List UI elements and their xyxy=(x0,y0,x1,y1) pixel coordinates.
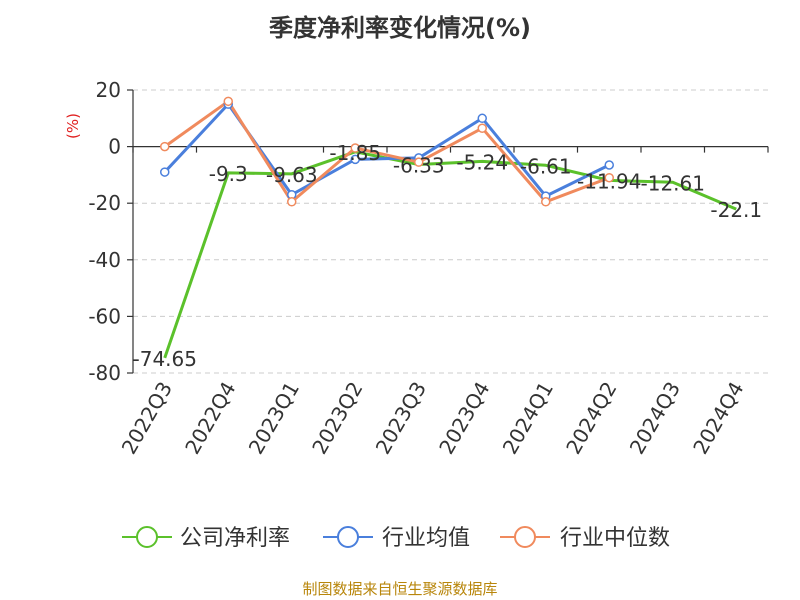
y-tick-label: 20 xyxy=(96,78,121,102)
data-point xyxy=(350,154,360,165)
data-point xyxy=(414,157,424,167)
data-label: -74.65 xyxy=(133,347,197,371)
series-line xyxy=(163,99,610,204)
data-point xyxy=(541,197,551,207)
x-tick-label: 2024Q1 xyxy=(498,378,558,459)
legend-label: 行业中位数 xyxy=(560,526,670,551)
data-point xyxy=(604,172,614,183)
x-tick-label: 2023Q1 xyxy=(244,378,304,459)
data-point xyxy=(287,197,297,207)
y-axis-label: (%) xyxy=(64,113,82,139)
data-label: -1.85 xyxy=(329,141,381,165)
data-point xyxy=(160,141,170,152)
x-tick-label: 2023Q3 xyxy=(371,378,431,459)
data-label: -9.63 xyxy=(266,163,318,187)
data-label: -11.94 xyxy=(577,169,641,193)
y-tick-label: 0 xyxy=(108,135,121,159)
x-tick-label: 2024Q3 xyxy=(625,378,685,459)
data-point xyxy=(477,123,487,133)
x-tick-label: 2023Q4 xyxy=(434,378,494,459)
data-point xyxy=(604,160,614,170)
y-tick-label: -20 xyxy=(88,191,121,215)
data-point xyxy=(223,96,233,107)
x-tick-label: 2024Q4 xyxy=(688,378,748,459)
chart-title: 季度净利率变化情况(%) xyxy=(269,14,531,42)
y-tick-label: -60 xyxy=(88,304,121,328)
data-point xyxy=(160,167,170,177)
data-point xyxy=(350,143,360,153)
data-label: -6.61 xyxy=(520,154,572,178)
data-label: -5.24 xyxy=(456,150,508,174)
legend-marker xyxy=(337,526,359,548)
legend-marker xyxy=(514,526,536,548)
data-label: -9.3 xyxy=(209,162,248,186)
data-point xyxy=(477,113,487,124)
data-label: -22.1 xyxy=(710,198,762,222)
x-tick-label: 2023Q2 xyxy=(307,378,367,459)
legend-label: 公司净利率 xyxy=(180,526,290,551)
source-note: 制图数据来自恒生聚源数据库 xyxy=(302,580,498,598)
x-tick-label: 2024Q2 xyxy=(561,378,621,459)
data-label: -6.33 xyxy=(393,154,445,178)
series-line xyxy=(163,150,737,359)
legend-marker xyxy=(136,526,158,548)
legend-label: 行业均值 xyxy=(382,526,470,551)
y-tick-label: -40 xyxy=(88,248,121,272)
y-tick-label: -80 xyxy=(88,361,121,385)
x-tick-label: 2022Q4 xyxy=(180,378,240,459)
x-tick-label: 2022Q3 xyxy=(117,378,177,459)
data-label: -12.61 xyxy=(641,171,705,195)
